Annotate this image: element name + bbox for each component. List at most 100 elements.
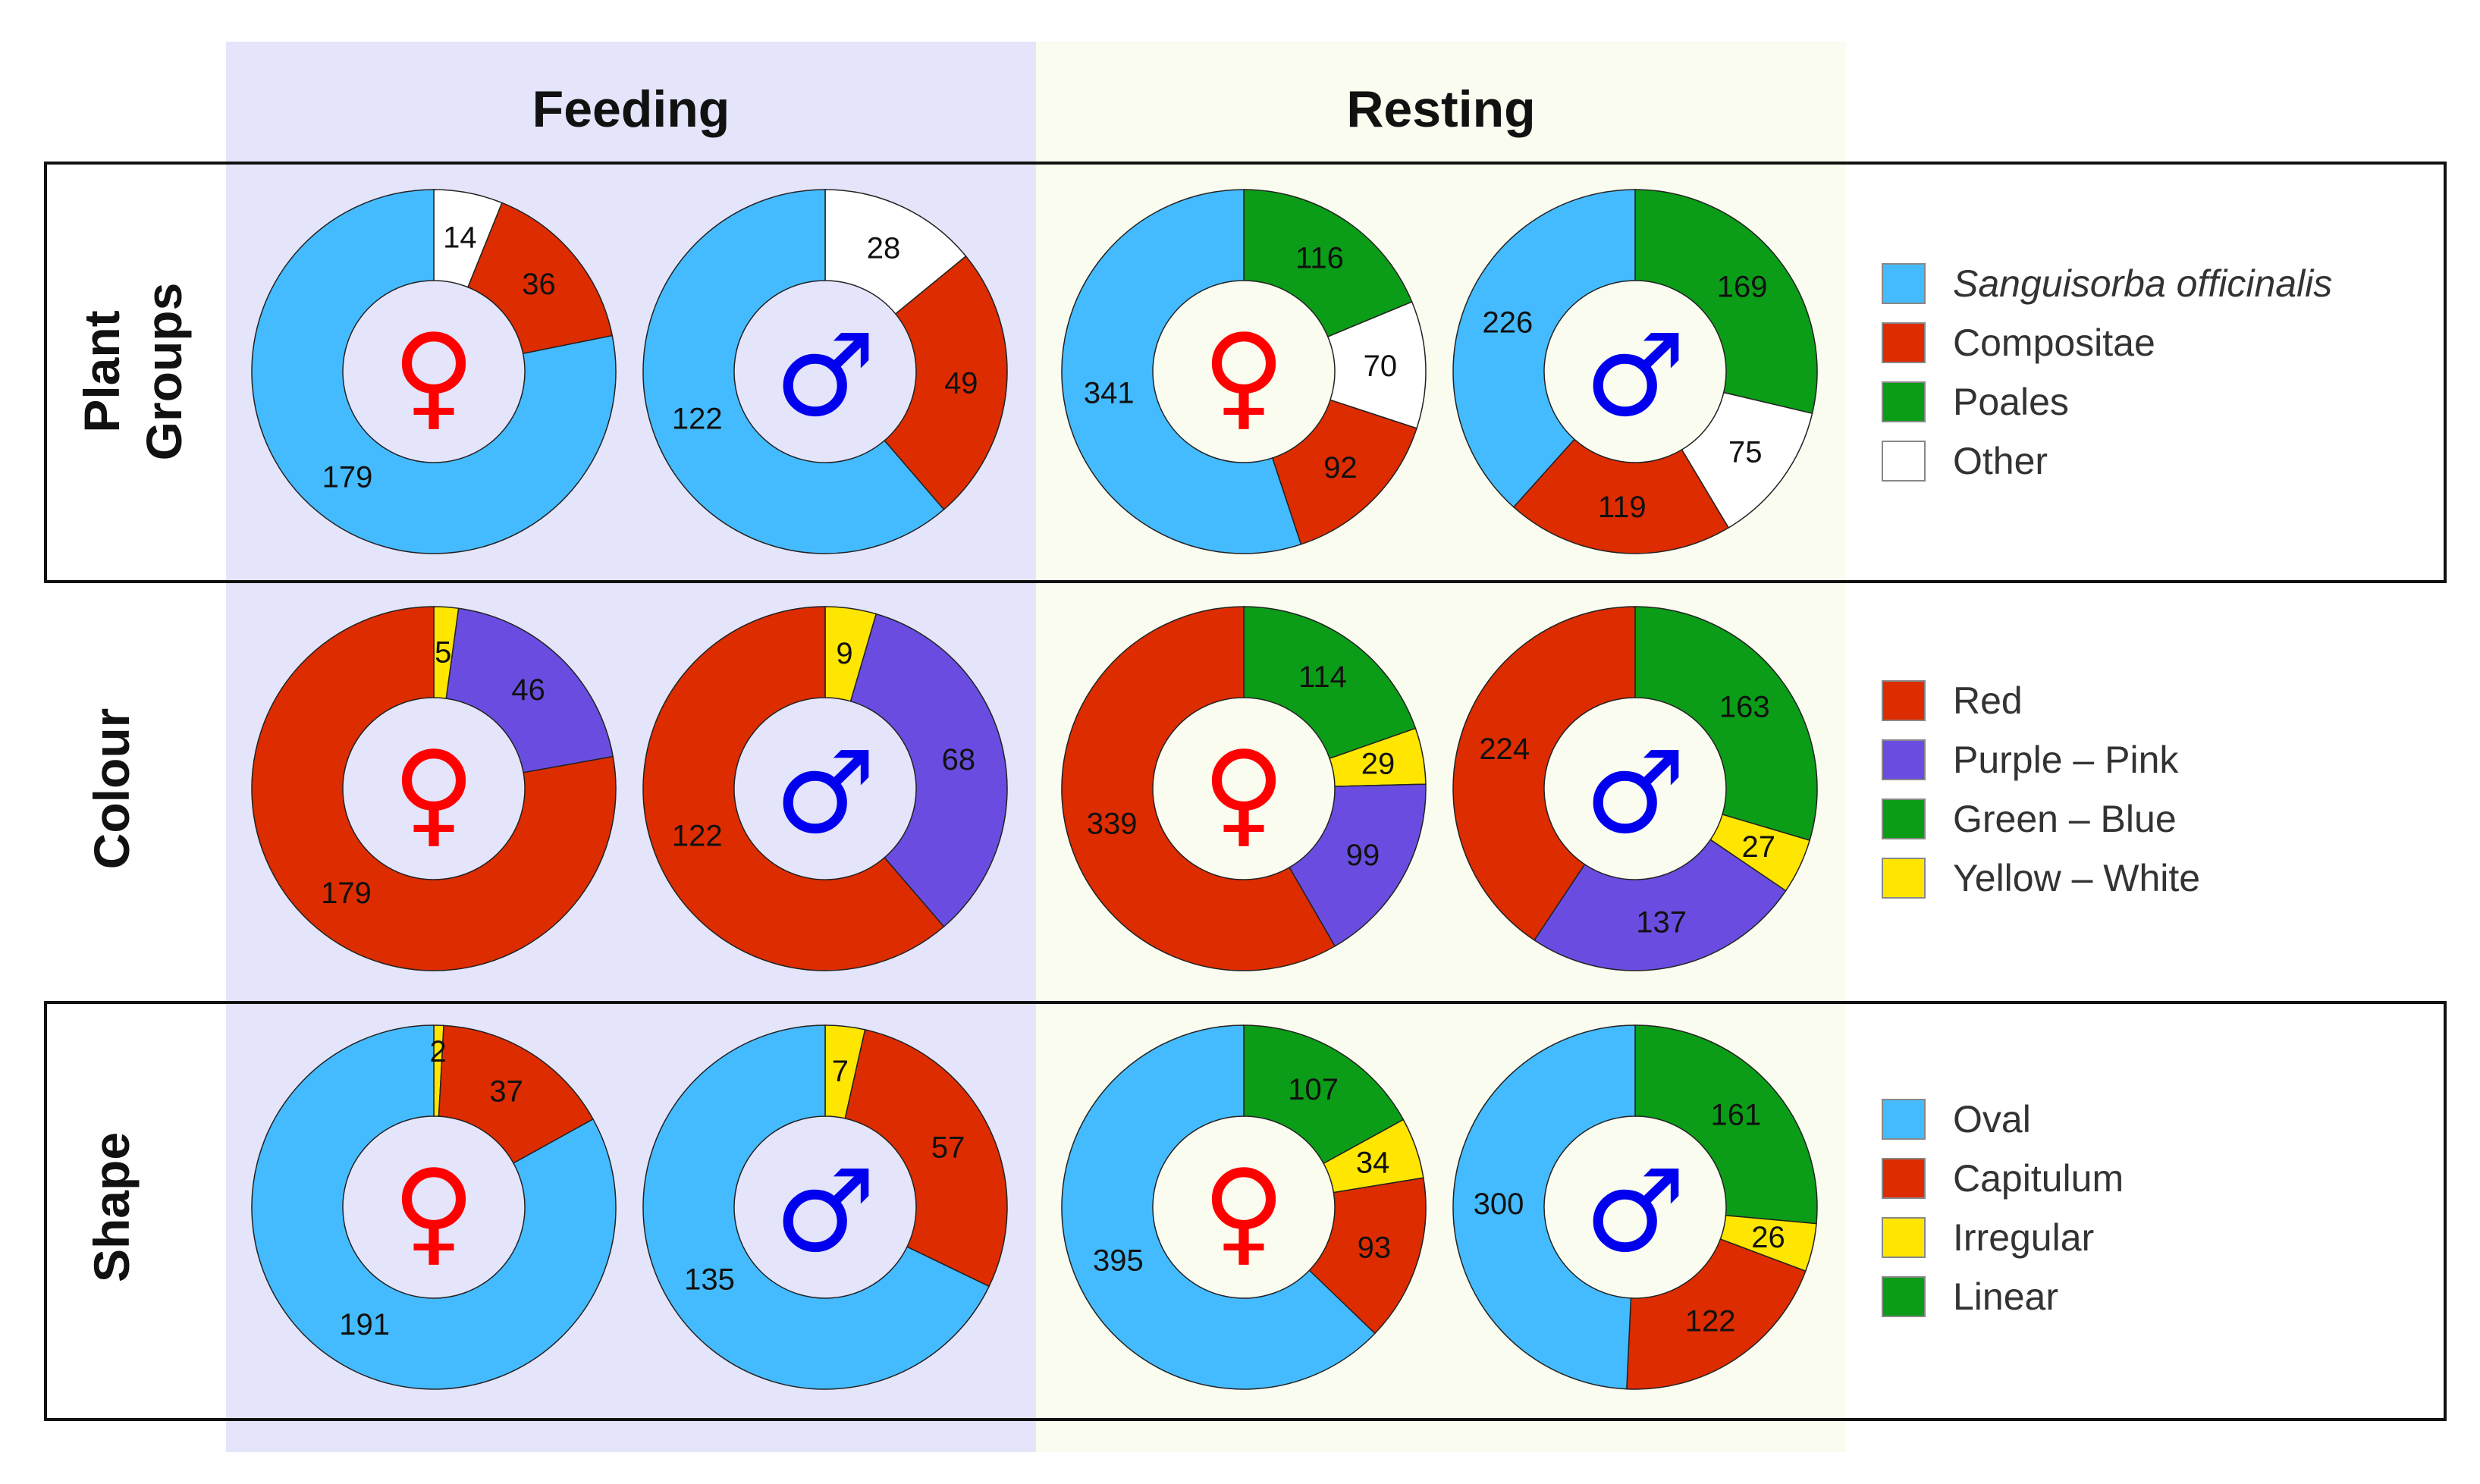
- slice-value-label: 224: [1479, 733, 1530, 766]
- slice-value-label: 226: [1483, 306, 1534, 340]
- slice-linear: [1634, 1024, 1818, 1225]
- donut-resting-female: 116 70 92 341 ♀: [1061, 189, 1427, 554]
- slice-red: [1452, 606, 1636, 941]
- slice-value-label: 27: [1741, 830, 1775, 864]
- legend-plant-groups: Sanguisorba officinalis Compositae Poales O…: [1882, 262, 2332, 482]
- slice-value-label: 7: [832, 1055, 849, 1088]
- legend-swatch-yellow-white: [1882, 858, 1926, 899]
- legend-label-sanguisorba-officinalis: Sanguisorba officinalis: [1953, 262, 2332, 305]
- slice-capitulum: [1626, 1238, 1807, 1390]
- legend-swatch-irregular: [1882, 1217, 1926, 1258]
- slice-value-label: 92: [1323, 451, 1358, 485]
- slice-value-label: 36: [522, 268, 556, 301]
- legend-label-irregular: Irregular: [1953, 1216, 2094, 1259]
- slice-value-label: 5: [435, 635, 451, 669]
- slice-value-label: 2: [429, 1035, 446, 1068]
- slice-value-label: 75: [1728, 435, 1763, 469]
- female-symbol-icon: ♀: [1202, 727, 1286, 859]
- legend-shape: Oval Capitulum Irregular Linear: [1882, 1098, 2124, 1318]
- slice-value-label: 116: [1295, 241, 1344, 275]
- slice-value-label: 46: [511, 673, 545, 707]
- female-symbol-icon: ♀: [392, 727, 476, 859]
- slice-purple-pink: [445, 607, 614, 773]
- legend-swatch-poales: [1882, 381, 1926, 422]
- female-symbol-icon: ♀: [1202, 1146, 1286, 1278]
- slice-green-blue: [1243, 606, 1417, 760]
- donut-feeding-male: 9 68 122 ♂: [642, 606, 1008, 971]
- slice-red: [1061, 606, 1336, 971]
- slice-poales: [1243, 189, 1413, 337]
- legend-label-green-blue: Green – Blue: [1953, 798, 2177, 840]
- row-label-line: Plant: [74, 310, 130, 432]
- slice-value-label: 37: [489, 1075, 523, 1108]
- legend-label-oval: Oval: [1953, 1098, 2031, 1140]
- donut-resting-female: 107 34 93 395 ♀: [1061, 1024, 1427, 1390]
- frame-row-plant-groups: [44, 162, 2447, 583]
- legend-label-compositae: Compositae: [1953, 322, 2155, 364]
- donut-feeding-male: 7 57 135 ♂: [642, 1024, 1008, 1390]
- slice-value-label: 179: [322, 460, 373, 494]
- slice-value-label: 163: [1719, 690, 1770, 723]
- slice-other: [824, 189, 967, 315]
- donut-resting-female: 114 29 99 339 ♀: [1061, 606, 1427, 971]
- legend-label-purple-pink: Purple – Pink: [1953, 739, 2179, 781]
- slice-compositae: [1512, 438, 1730, 554]
- legend-label-poales: Poales: [1953, 381, 2069, 423]
- slice-value-label: 119: [1598, 491, 1647, 524]
- male-symbol-icon: ♂: [774, 1146, 876, 1278]
- slice-value-label: 93: [1358, 1231, 1392, 1265]
- slice-sanguisorba-officinalis: [1452, 189, 1636, 508]
- slice-red: [251, 606, 617, 971]
- legend-swatch-compositae: [1882, 322, 1926, 363]
- slice-value-label: 57: [931, 1131, 965, 1165]
- female-symbol-icon: ♀: [392, 1146, 476, 1278]
- slice-purple-pink: [849, 613, 1008, 927]
- slice-value-label: 114: [1298, 660, 1347, 694]
- slice-value-label: 122: [672, 820, 723, 853]
- slice-sanguisorba-officinalis: [642, 189, 945, 554]
- slice-oval: [642, 1024, 990, 1390]
- slice-value-label: 137: [1636, 906, 1687, 940]
- slice-value-label: 9: [836, 637, 852, 670]
- female-symbol-icon: ♀: [1202, 310, 1286, 442]
- legend-label-other: Other: [1953, 440, 2048, 482]
- slice-value-label: 339: [1087, 808, 1138, 841]
- slice-value-label: 68: [942, 743, 976, 777]
- row-colour: Colour 5 46 179 ♀ 9 68 122 ♂ 114 29 99 339 ♀ 163 27 137 2…: [83, 606, 2200, 971]
- slice-capitulum: [1308, 1177, 1427, 1335]
- donut-resting-male: 163 27 137 224 ♂: [1452, 606, 1818, 971]
- legend-swatch-purple-pink: [1882, 739, 1926, 780]
- donut-feeding-female: 14 36 179 ♀: [251, 189, 617, 554]
- legend-swatch-linear: [1882, 1276, 1926, 1317]
- slice-value-label: 122: [672, 403, 723, 436]
- row-label-shape: Shape: [83, 1132, 140, 1282]
- slice-red: [642, 606, 945, 971]
- slice-value-label: 169: [1717, 270, 1768, 303]
- slice-compositae: [466, 202, 614, 355]
- slice-value-label: 99: [1346, 839, 1380, 872]
- slice-value-label: 14: [443, 221, 477, 254]
- row-label-line: Groups: [136, 283, 192, 461]
- male-symbol-icon: ♂: [774, 310, 876, 442]
- legend-swatch-other: [1882, 441, 1926, 482]
- slice-sanguisorba-officinalis: [1061, 189, 1302, 554]
- legend-swatch-sanguisorba-officinalis: [1882, 263, 1926, 304]
- slice-capitulum: [844, 1028, 1008, 1288]
- donut-feeding-female: 2 37 191♀: [251, 1024, 617, 1390]
- frame-row-shape: [44, 1001, 2447, 1421]
- slice-value-label: 49: [944, 367, 978, 400]
- slice-purple-pink: [1289, 783, 1427, 947]
- legend-label-linear: Linear: [1953, 1275, 2058, 1318]
- slice-value-label: 34: [1356, 1146, 1390, 1179]
- male-symbol-icon: ♂: [1584, 1146, 1686, 1278]
- donut-feeding-male: 28 49 122 ♂: [642, 189, 1008, 554]
- male-symbol-icon: ♂: [1584, 727, 1686, 859]
- legend-swatch-red: [1882, 680, 1926, 721]
- donut-resting-male: 161 26 122 300 ♂: [1452, 1024, 1818, 1390]
- legend-swatch-oval: [1882, 1099, 1926, 1140]
- slice-value-label: 29: [1361, 748, 1395, 781]
- slice-value-label: 28: [867, 231, 901, 265]
- slice-value-label: 341: [1084, 377, 1135, 410]
